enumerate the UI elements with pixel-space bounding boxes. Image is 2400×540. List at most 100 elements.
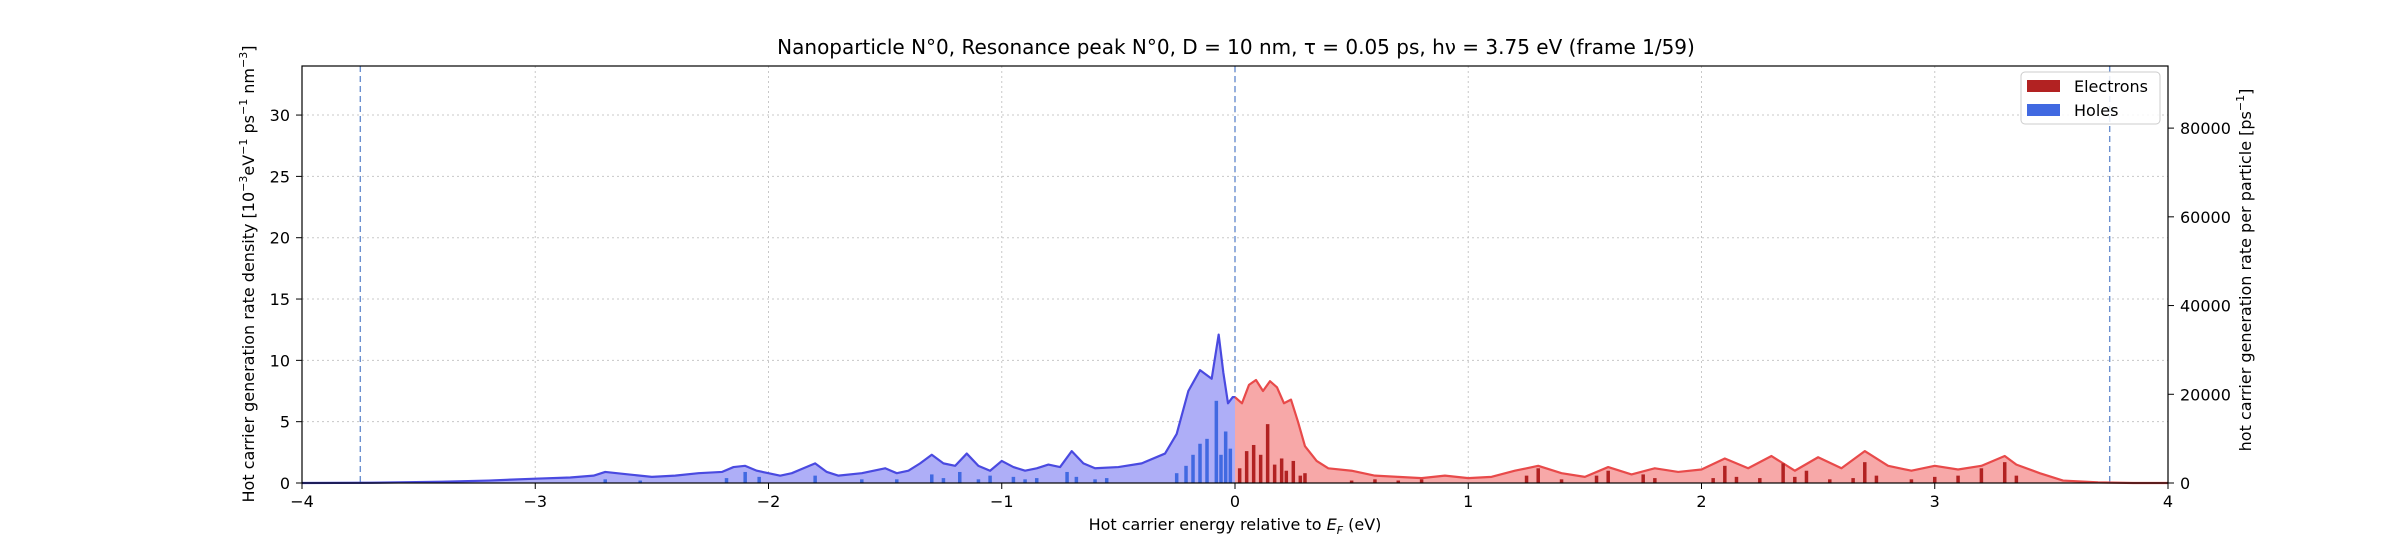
- bar-holes: [1184, 465, 1188, 483]
- bar-electrons: [1237, 468, 1242, 483]
- x-axis-title: Hot carrier energy relative to EF (eV): [1089, 515, 1382, 537]
- y-right-tick-label: 60000: [2180, 208, 2231, 227]
- bar-electrons: [1284, 470, 1289, 483]
- bar-series: [603, 400, 2019, 483]
- bar-electrons: [1804, 470, 1809, 483]
- bar-electrons: [1711, 478, 1715, 483]
- legend-swatch-electrons: [2027, 80, 2060, 92]
- bar-electrons: [1641, 474, 1645, 483]
- bar-electrons: [1793, 476, 1797, 483]
- bar-holes: [1191, 454, 1195, 483]
- bar-holes: [976, 479, 981, 483]
- bar-electrons: [1251, 444, 1256, 483]
- x-tick-label: 4: [2163, 492, 2173, 511]
- bar-electrons: [1396, 480, 1401, 483]
- bar-holes: [1174, 473, 1179, 483]
- bar-holes: [1011, 476, 1016, 483]
- bar-electrons: [1594, 475, 1599, 483]
- bar-electrons: [1758, 478, 1762, 483]
- x-tick-label: 2: [1696, 492, 1706, 511]
- bar-electrons: [1244, 451, 1249, 483]
- bar-holes: [1205, 438, 1209, 483]
- bar-holes: [1214, 400, 1219, 483]
- bar-holes: [1065, 471, 1069, 483]
- bar-electrons: [1291, 460, 1296, 483]
- bar-electrons: [1258, 454, 1263, 483]
- bar-holes: [757, 476, 761, 483]
- bar-electrons: [2014, 475, 2019, 483]
- line-electrons: [1234, 378, 2168, 485]
- bar-electrons: [1979, 468, 1984, 483]
- grid-lines: [301, 66, 2169, 484]
- bar-holes: [941, 478, 946, 483]
- y-right-tick-label: 20000: [2180, 385, 2231, 404]
- y-axis-right-ticks: 0 20000 40000 60000 80000: [2168, 119, 2231, 493]
- bar-electrons: [1933, 476, 1937, 483]
- bar-holes: [1093, 479, 1097, 483]
- x-axis-ticks: −4 −3 −2 −1 0 1 2 3 4: [290, 483, 2173, 511]
- bar-holes: [958, 471, 962, 483]
- bar-electrons: [1723, 465, 1727, 483]
- legend: Electrons Holes: [2020, 71, 2161, 125]
- x-tick-label: 0: [1230, 492, 1240, 511]
- y-right-tick-label: 40000: [2180, 297, 2231, 316]
- bar-holes: [860, 479, 864, 483]
- x-tick-label: 1: [1463, 492, 1473, 511]
- legend-swatch-holes: [2027, 104, 2060, 116]
- x-tick-label: −2: [757, 492, 781, 511]
- area-series: [301, 333, 2168, 485]
- bar-electrons: [1349, 480, 1354, 483]
- x-tick-label: −3: [523, 492, 547, 511]
- bar-holes: [1023, 479, 1027, 483]
- bar-electrons: [1373, 479, 1377, 483]
- bar-holes: [1104, 478, 1109, 483]
- bar-holes: [1198, 443, 1202, 483]
- x-tick-label: 3: [1930, 492, 1940, 511]
- bar-electrons: [1524, 475, 1529, 483]
- bar-electrons: [1536, 468, 1540, 483]
- x-tick-label: −1: [990, 492, 1014, 511]
- y-axis-right-title: hot carrier generation rate per particle…: [2234, 89, 2255, 452]
- bar-holes: [930, 474, 934, 483]
- bar-holes: [988, 475, 992, 483]
- y-tick-label: 15: [270, 290, 290, 309]
- y-right-tick-label: 0: [2180, 474, 2190, 493]
- legend-label-electrons: Electrons: [2074, 77, 2148, 96]
- bar-electrons: [1653, 478, 1657, 483]
- bar-electrons: [1851, 478, 1855, 483]
- bar-holes: [1034, 478, 1039, 483]
- bar-holes: [895, 479, 899, 483]
- bar-electrons: [1298, 475, 1303, 483]
- bar-electrons: [1559, 479, 1564, 483]
- y-tick-label: 25: [270, 167, 290, 186]
- bar-electrons: [1606, 470, 1610, 483]
- bar-electrons: [1863, 462, 1867, 483]
- y-tick-label: 30: [270, 106, 290, 125]
- area-holes: [302, 334, 1235, 483]
- x-tick-label: −4: [290, 492, 314, 511]
- bar-electrons: [2002, 462, 2007, 483]
- chart-title: Nanoparticle N°0, Resonance peak N°0, D …: [777, 35, 1695, 59]
- y-tick-label: 10: [270, 351, 290, 370]
- bar-electrons: [1781, 463, 1785, 483]
- line-holes: [301, 333, 1235, 485]
- bar-electrons: [1303, 473, 1307, 483]
- bar-holes: [1074, 476, 1079, 483]
- y-axis-title: Hot carrier generation rate density [10−…: [237, 46, 258, 503]
- bar-electrons: [1909, 479, 1914, 483]
- bar-electrons: [1272, 464, 1277, 483]
- y-right-tick-label: 80000: [2180, 119, 2231, 138]
- area-electrons: [1235, 379, 2168, 483]
- bar-electrons: [1828, 479, 1832, 483]
- bar-electrons: [1874, 475, 1879, 483]
- bar-electrons: [1734, 476, 1739, 483]
- bar-electrons: [1265, 424, 1270, 483]
- y-tick-label: 5: [280, 413, 290, 432]
- bar-electrons: [1419, 479, 1424, 483]
- bar-holes: [1223, 431, 1228, 483]
- y-axis-ticks: 0 5 10 15 20 25 30: [270, 106, 302, 493]
- bar-electrons: [1279, 458, 1284, 483]
- y-tick-label: 20: [270, 229, 290, 248]
- legend-label-holes: Holes: [2074, 101, 2118, 120]
